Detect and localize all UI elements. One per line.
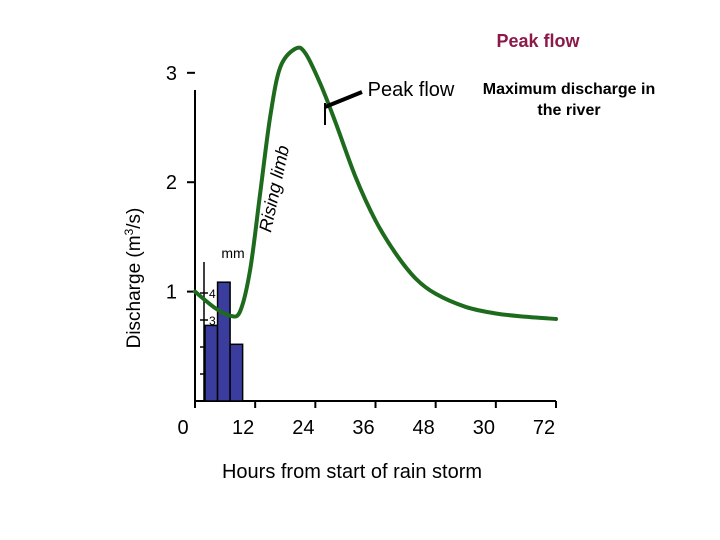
y-tick-label: 1	[166, 282, 177, 304]
y-axis-label-sup: 3	[122, 228, 136, 235]
x-tick-label: 12	[232, 417, 254, 439]
rainfall-bar	[216, 281, 231, 402]
rain-tick-label: 4	[209, 287, 216, 301]
rainfall-bar	[229, 343, 244, 402]
y-axis-label: Discharge (m3/s)	[122, 208, 145, 349]
y-tick-label: 2	[166, 172, 177, 194]
rain-tick-label: 3	[209, 314, 216, 328]
x-tick-label: 30	[473, 417, 495, 439]
hydrograph-line	[193, 45, 558, 321]
y-axis-label-main: Discharge (m	[124, 235, 145, 348]
x-axis-label: Hours from start of rain storm	[222, 461, 482, 483]
x-tick-label: 36	[352, 417, 374, 439]
chart-title: Peak flow	[496, 31, 580, 51]
y-tick-label: 3	[166, 63, 177, 85]
max-discharge-label-1: Maximum discharge in	[483, 81, 656, 98]
rainfall-bar	[204, 324, 219, 402]
peak-pointer-line	[324, 90, 363, 109]
x-tick-label: 24	[292, 417, 314, 439]
max-discharge-label-2: the river	[537, 102, 600, 119]
peak-flow-label: Peak flow	[368, 79, 455, 101]
x-tick-label: 0	[177, 417, 188, 439]
y-axis-label-tail: /s)	[124, 208, 145, 229]
x-tick-label: 48	[413, 417, 435, 439]
x-tick-label: 72	[533, 417, 555, 439]
rainfall-unit-label: mm	[221, 245, 244, 261]
